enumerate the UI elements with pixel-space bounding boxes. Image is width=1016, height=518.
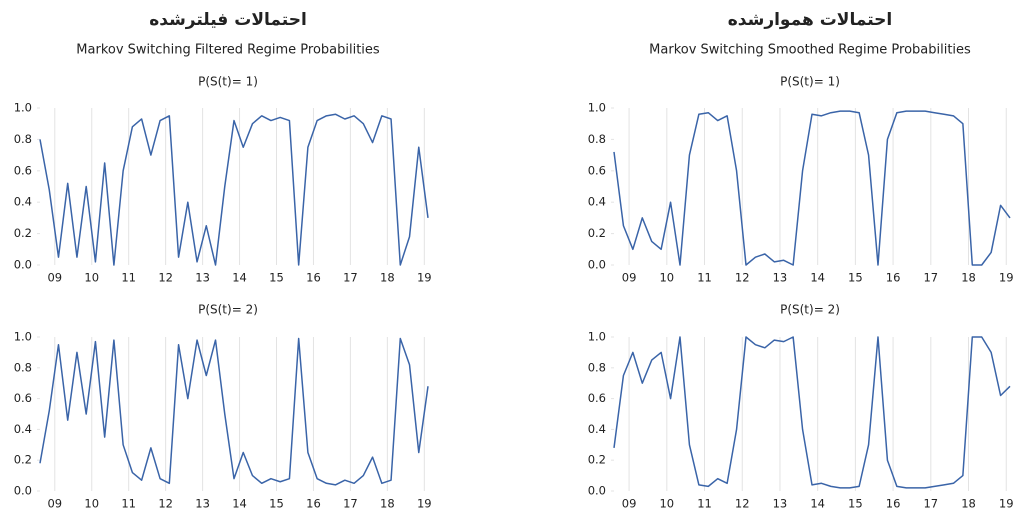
y-tick-label: 0.4 (588, 195, 606, 209)
x-tick-label: 13 (773, 497, 788, 511)
x-tick-label: 17 (923, 271, 938, 285)
x-tick-label: 17 (923, 497, 938, 511)
y-tick-label: 0.0 (14, 484, 32, 498)
y-tick-label: 0.4 (588, 422, 606, 436)
series-line (39, 113, 429, 266)
y-tick-label: 0.4 (14, 195, 32, 209)
x-tick-label: 18 (961, 497, 976, 511)
x-tick-label: 11 (121, 271, 136, 285)
x-tick-label: 13 (195, 497, 210, 511)
y-tick-label: 0.4 (14, 422, 32, 436)
series-line (613, 110, 1011, 266)
y-tick-label: 0.8 (14, 132, 32, 146)
y-tick-label: 0.0 (588, 484, 606, 498)
y-tick-label: 0.2 (14, 226, 32, 240)
y-tick-label: 0.6 (588, 163, 606, 177)
column-heading: احتمالات فیلترشده (149, 10, 307, 30)
x-tick-label: 12 (158, 497, 173, 511)
column-heading: احتمالات هموارشده (728, 10, 893, 30)
x-tick-label: 18 (380, 271, 395, 285)
column-subtitle: Markov Switching Filtered Regime Probabi… (76, 43, 380, 58)
panel-title: P(S(t)= 2) (780, 303, 840, 317)
x-tick-label: 14 (810, 497, 825, 511)
x-tick-label: 09 (47, 497, 62, 511)
x-tick-label: 14 (232, 271, 247, 285)
x-tick-label: 15 (269, 271, 284, 285)
y-tick-label: 1.0 (588, 101, 606, 115)
x-tick-label: 18 (961, 271, 976, 285)
x-tick-label: 11 (697, 497, 712, 511)
x-tick-label: 10 (84, 497, 99, 511)
x-tick-label: 19 (417, 497, 432, 511)
y-tick-label: 1.0 (14, 330, 32, 344)
x-tick-label: 17 (343, 497, 358, 511)
x-tick-label: 09 (622, 497, 637, 511)
x-tick-label: 16 (886, 271, 901, 285)
x-tick-label: 19 (999, 271, 1014, 285)
x-tick-label: 19 (999, 497, 1014, 511)
x-tick-label: 10 (84, 271, 99, 285)
x-tick-label: 11 (121, 497, 136, 511)
x-tick-label: 11 (697, 271, 712, 285)
x-tick-label: 16 (306, 271, 321, 285)
x-tick-label: 14 (810, 271, 825, 285)
panel-title: P(S(t)= 1) (780, 75, 840, 89)
x-tick-label: 17 (343, 271, 358, 285)
y-tick-label: 0.6 (14, 163, 32, 177)
column-subtitle: Markov Switching Smoothed Regime Probabi… (649, 43, 971, 58)
y-tick-label: 0.0 (14, 258, 32, 272)
x-tick-label: 10 (659, 271, 674, 285)
y-tick-label: 0.6 (14, 391, 32, 405)
x-tick-label: 19 (417, 271, 432, 285)
y-tick-label: 0.6 (588, 391, 606, 405)
y-tick-label: 1.0 (588, 330, 606, 344)
x-tick-label: 16 (886, 497, 901, 511)
x-tick-label: 15 (848, 271, 863, 285)
y-tick-label: 0.2 (588, 453, 606, 467)
y-tick-label: 0.2 (588, 226, 606, 240)
y-tick-label: 0.2 (14, 453, 32, 467)
y-tick-label: 0.8 (14, 360, 32, 374)
panel-title: P(S(t)= 2) (198, 303, 258, 317)
panel-title: P(S(t)= 1) (198, 75, 258, 89)
x-tick-label: 15 (269, 497, 284, 511)
series-line (613, 336, 1011, 489)
x-tick-label: 16 (306, 497, 321, 511)
x-tick-label: 15 (848, 497, 863, 511)
x-tick-label: 09 (47, 271, 62, 285)
x-tick-label: 12 (735, 497, 750, 511)
y-tick-label: 0.0 (588, 258, 606, 272)
x-tick-label: 14 (232, 497, 247, 511)
x-tick-label: 09 (622, 271, 637, 285)
y-tick-label: 0.8 (588, 360, 606, 374)
x-tick-label: 18 (380, 497, 395, 511)
y-tick-label: 0.8 (588, 132, 606, 146)
x-tick-label: 10 (659, 497, 674, 511)
x-tick-label: 13 (773, 271, 788, 285)
y-tick-label: 1.0 (14, 101, 32, 115)
x-tick-label: 12 (158, 271, 173, 285)
x-tick-label: 13 (195, 271, 210, 285)
series-line (39, 337, 429, 486)
x-tick-label: 12 (735, 271, 750, 285)
